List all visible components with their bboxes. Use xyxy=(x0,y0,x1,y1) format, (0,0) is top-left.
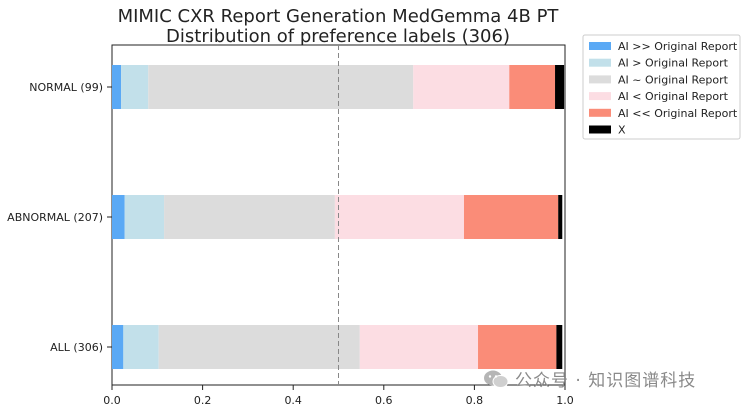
legend-swatch xyxy=(589,125,611,134)
y-tick-label: NORMAL (99) xyxy=(29,81,103,94)
watermark: 公众号 · 知识图谱科技 xyxy=(483,366,696,391)
legend-label: AI < Original Report xyxy=(618,90,729,103)
x-tick-label: 1.0 xyxy=(556,394,574,407)
y-tick-label: ALL (306) xyxy=(50,341,103,354)
bars xyxy=(112,65,565,369)
bar-segment xyxy=(123,325,159,369)
bar-segment xyxy=(359,325,479,369)
chart-title-line-1: MIMIC CXR Report Generation MedGemma 4B … xyxy=(118,6,560,27)
x-tick-label: 0.6 xyxy=(375,394,393,407)
bar-segment xyxy=(478,325,557,369)
legend-swatch xyxy=(589,75,611,84)
bar-segment xyxy=(124,195,165,239)
legend: AI >> Original Report AI > Original Repor… xyxy=(582,34,741,140)
bar-segment xyxy=(112,195,125,239)
legend-swatch xyxy=(589,42,611,50)
chart-title: MIMIC CXR Report Generation MedGemma 4B … xyxy=(118,6,560,47)
legend-swatch xyxy=(589,58,611,67)
y-axis: NORMAL (99) ABNORMAL (207) ALL (306) xyxy=(7,81,112,354)
legend-label: AI >> Original Report xyxy=(618,40,738,53)
bar-segment xyxy=(413,65,510,109)
bar-segment xyxy=(158,325,360,369)
x-axis: 0.0 0.2 0.4 0.6 0.8 1.0 xyxy=(103,385,574,407)
bar-segment xyxy=(112,65,122,109)
watermark-text: 公众号 · 知识图谱科技 xyxy=(515,371,697,391)
chart-title-line-2: Distribution of preference labels (306) xyxy=(166,26,510,47)
legend-label: AI << Original Report xyxy=(618,107,738,120)
bar-segment xyxy=(509,65,556,109)
bar-segment xyxy=(112,325,124,369)
legend-label: AI > Original Report xyxy=(618,57,729,70)
bar-segment xyxy=(334,195,464,239)
legend-swatch xyxy=(589,108,611,117)
legend-box xyxy=(582,34,741,140)
bar-segment xyxy=(556,325,563,369)
wechat-icon xyxy=(484,370,509,388)
legend-label: X xyxy=(618,124,626,137)
bar-segment xyxy=(555,65,565,109)
bar-segment xyxy=(463,195,559,239)
legend-swatch xyxy=(589,92,611,101)
x-tick-label: 0.8 xyxy=(466,394,484,407)
legend-label: AI ~ Original Report xyxy=(618,73,729,86)
bar-segment xyxy=(148,65,414,109)
x-tick-label: 0.2 xyxy=(194,394,212,407)
bar-segment xyxy=(121,65,149,109)
bar-segment xyxy=(558,195,563,239)
x-tick-label: 0.4 xyxy=(284,394,302,407)
x-tick-label: 0.0 xyxy=(103,394,121,407)
bar-segment xyxy=(164,195,335,239)
y-tick-label: ABNORMAL (207) xyxy=(7,211,103,224)
